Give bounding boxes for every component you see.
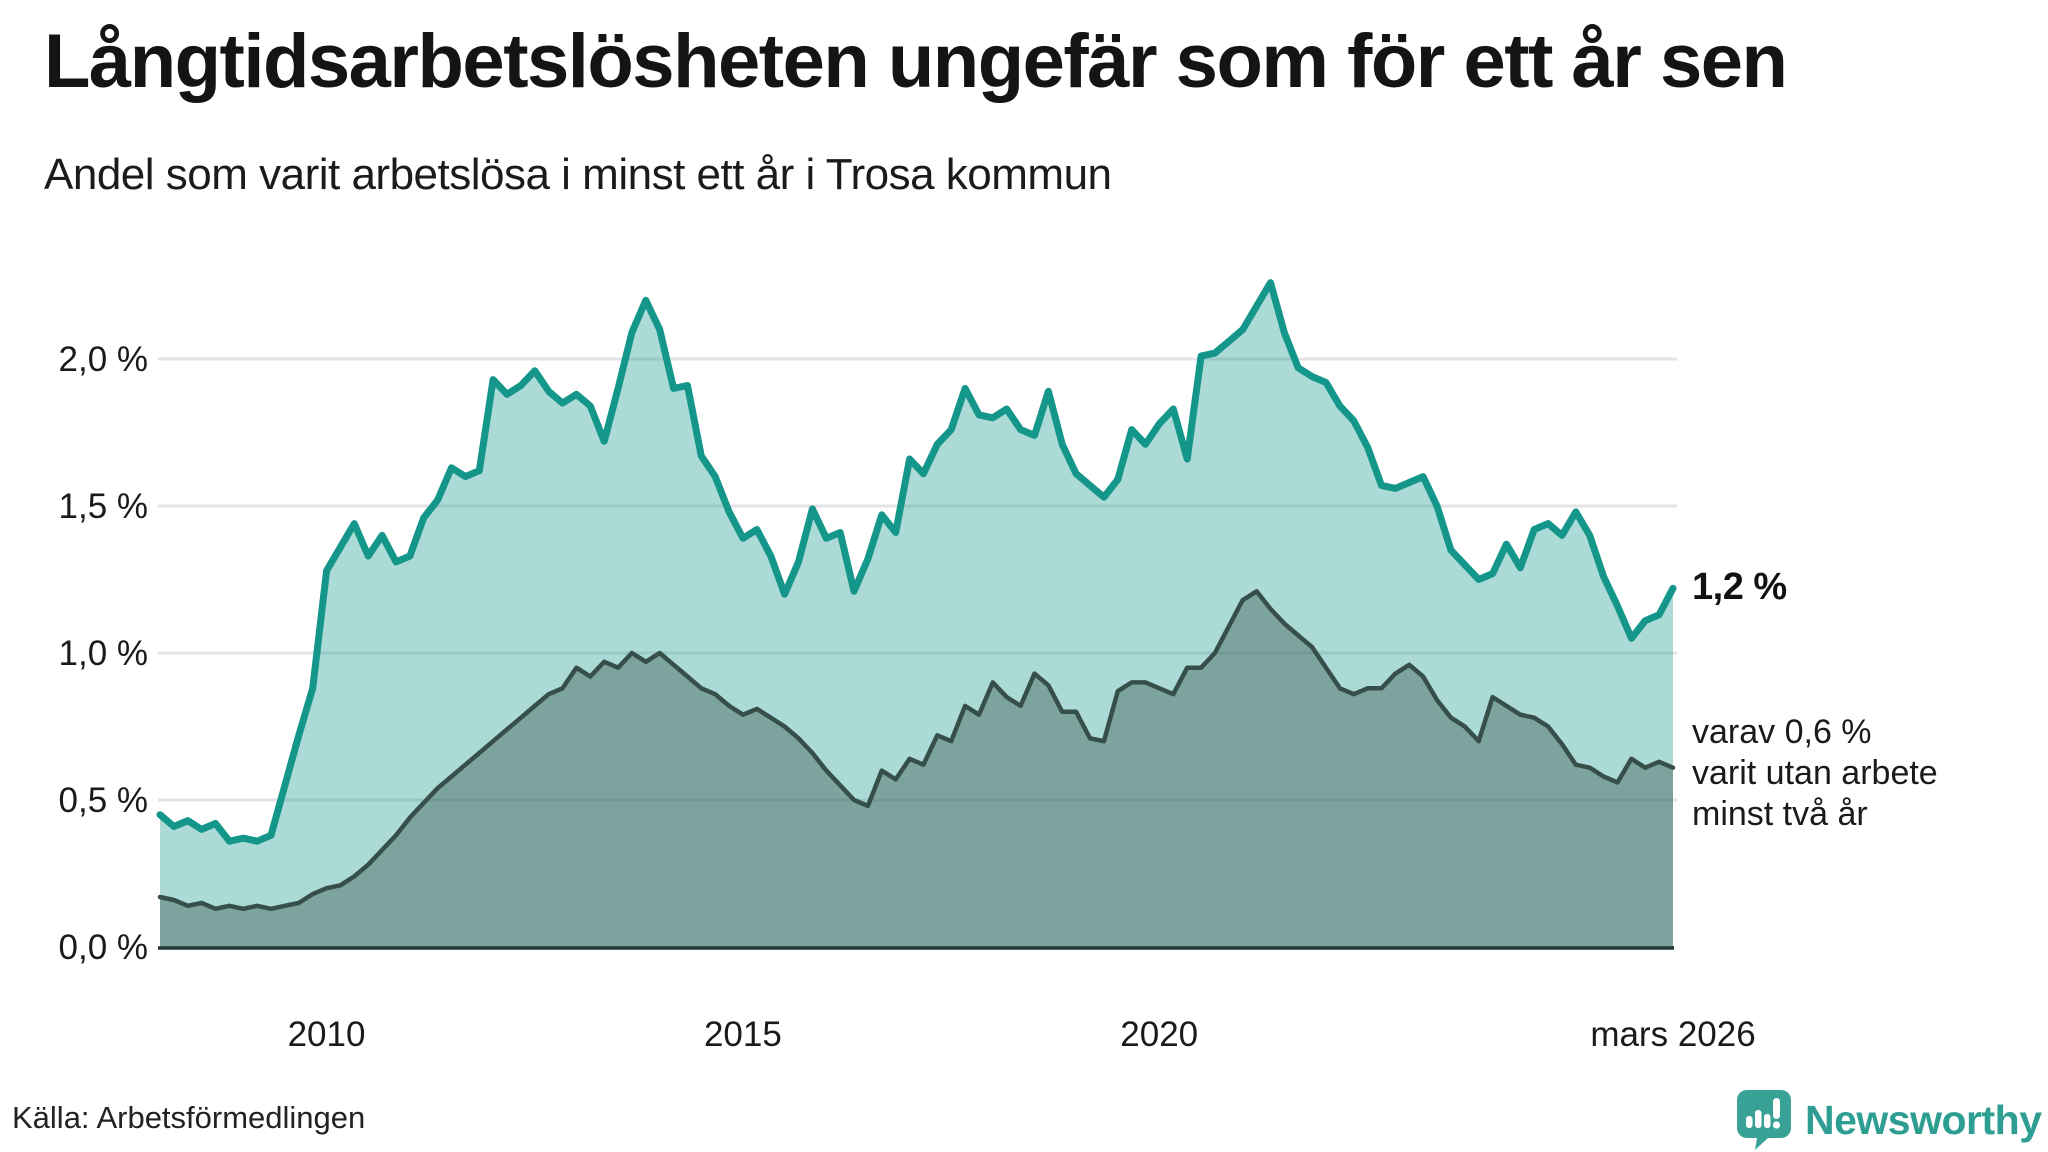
svg-text:2020: 2020 — [1120, 1015, 1198, 1054]
svg-text:mars 2026: mars 2026 — [1590, 1015, 1755, 1054]
svg-text:1,5 %: 1,5 % — [59, 487, 149, 526]
source-note: Källa: Arbetsförmedlingen — [12, 1100, 366, 1135]
secondary-annotation-line3: minst två år — [1692, 794, 1868, 833]
brand-logo: Newsworthy — [1737, 1090, 2042, 1150]
y-axis-tick-labels: 0,0 % 0,5 % 1,0 % 1,5 % 2,0 % — [59, 340, 149, 967]
svg-text:1,0 %: 1,0 % — [59, 634, 149, 673]
newsworthy-icon — [1737, 1090, 1791, 1150]
page-subtitle: Andel som varit arbetslösa i minst ett å… — [44, 150, 1112, 199]
x-axis-tick-labels: 2010 2015 2020 mars 2026 — [288, 1015, 1756, 1054]
gridlines — [158, 357, 1677, 802]
svg-text:0,0 %: 0,0 % — [59, 928, 149, 967]
series-lines — [156, 279, 1677, 912]
area-fills — [160, 282, 1673, 948]
secondary-series-annotation: varav 0,6 % varit utan arbete minst två … — [1692, 712, 1938, 834]
svg-text:2015: 2015 — [704, 1015, 782, 1054]
svg-text:2,0 %: 2,0 % — [59, 340, 149, 379]
secondary-annotation-line1: varav 0,6 % — [1692, 713, 1872, 751]
page-title: Långtidsarbetslösheten ungefär som för e… — [44, 19, 1788, 104]
svg-text:0,5 %: 0,5 % — [59, 781, 149, 820]
latest-value-label: 1,2 % — [1692, 566, 1787, 608]
svg-text:2010: 2010 — [288, 1015, 366, 1054]
brand-name: Newsworthy — [1805, 1097, 2042, 1143]
secondary-annotation-line2: varit utan arbete — [1692, 753, 1938, 792]
